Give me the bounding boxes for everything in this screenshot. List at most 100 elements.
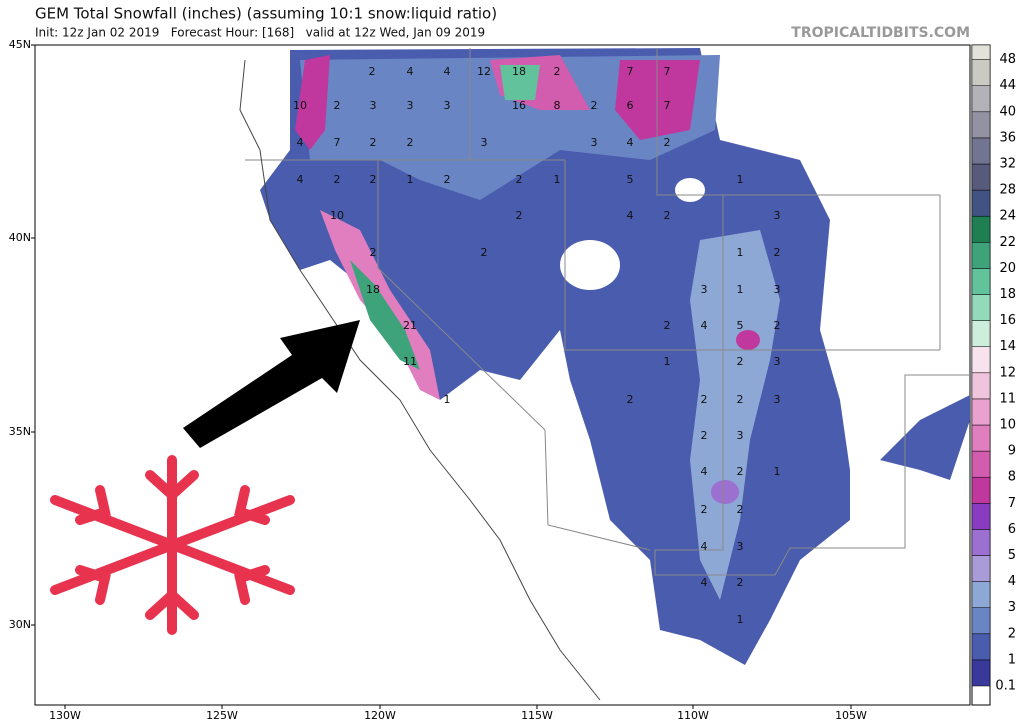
colorbar-segment — [971, 503, 991, 530]
snow-region — [880, 395, 970, 480]
colorbar-label: 28 — [999, 183, 1016, 198]
snow-amount-label: 2 — [774, 246, 781, 259]
snow-amount-label: 21 — [403, 319, 417, 332]
colorbar-label: 40 — [999, 104, 1016, 119]
snow-amount-label: 1 — [737, 246, 744, 259]
snow-amount-label: 2 — [701, 429, 708, 442]
snow-amount-label: 1 — [444, 393, 451, 406]
snow-amount-label: 2 — [664, 209, 671, 222]
snow-gap — [560, 240, 620, 290]
colorbar-segment — [971, 137, 991, 165]
snow-amount-label: 10 — [330, 209, 344, 222]
snow-amount-label: 3 — [481, 136, 488, 149]
snow-amount-label: 1 — [737, 283, 744, 296]
colorbar-label: 5 — [1008, 548, 1016, 563]
colorbar-segment — [971, 450, 991, 478]
map-subtitle: Init: 12z Jan 02 2019 Forecast Hour: [16… — [35, 26, 485, 40]
colorbar: 0.11234567891011121416182022242832364044… — [971, 44, 1016, 706]
snow-amount-label: 2 — [334, 173, 341, 186]
colorbar-label: 11 — [999, 391, 1016, 406]
snow-amount-label: 2 — [516, 209, 523, 222]
colorbar-label: 2 — [1008, 626, 1016, 641]
colorbar-label: 36 — [999, 130, 1016, 145]
snow-region — [500, 65, 540, 100]
colorbar-label: 1 — [1008, 652, 1016, 667]
snow-amount-label: 4 — [407, 65, 414, 78]
snow-amount-label: 2 — [737, 393, 744, 406]
colorbar-label: 24 — [999, 209, 1016, 224]
snow-amount-label: 2 — [627, 393, 634, 406]
snow-amount-label: 2 — [444, 173, 451, 186]
snow-amount-label: 1 — [554, 173, 561, 186]
colorbar-segment — [971, 85, 991, 113]
snow-amount-label: 4 — [701, 576, 708, 589]
snow-amount-label: 5 — [627, 173, 634, 186]
snow-amount-label: 2 — [370, 246, 377, 259]
snow-amount-label: 8 — [554, 99, 561, 112]
snow-amount-label: 7 — [334, 136, 341, 149]
snow-amount-label: 2 — [554, 65, 561, 78]
colorbar-segment — [971, 44, 991, 60]
snow-amount-label: 10 — [293, 99, 307, 112]
snow-amount-label: 2 — [774, 319, 781, 332]
snow-amount-label: 1 — [737, 173, 744, 186]
snow-amount-label: 2 — [737, 465, 744, 478]
lon-label: 105W — [835, 709, 867, 722]
colorbar-label: 4 — [1008, 574, 1016, 589]
snow-amount-label: 3 — [591, 136, 598, 149]
colorbar-label: 10 — [999, 418, 1016, 433]
snow-amount-label: 6 — [627, 99, 634, 112]
colorbar-segment — [971, 476, 991, 504]
snow-amount-label: 2 — [737, 576, 744, 589]
snow-amount-label: 4 — [627, 209, 634, 222]
colorbar-segment — [971, 320, 991, 347]
snow-amount-label: 2 — [664, 136, 671, 149]
snow-amount-label: 1 — [737, 613, 744, 626]
snow-amount-label: 5 — [737, 319, 744, 332]
snow-region — [711, 480, 739, 504]
snow-region — [295, 55, 330, 150]
snow-region — [690, 230, 780, 600]
snow-amount-label: 7 — [627, 65, 634, 78]
lon-label: 125W — [206, 709, 238, 722]
colorbar-label: 0.1 — [995, 679, 1016, 694]
colorbar-segment — [971, 581, 991, 608]
colorbar-segment — [971, 268, 991, 295]
snow-amount-label: 2 — [591, 99, 598, 112]
snow-amount-label: 4 — [701, 465, 708, 478]
snow-amount-label: 7 — [664, 65, 671, 78]
colorbar-label: 12 — [999, 365, 1016, 380]
snow-amount-label: 3 — [737, 540, 744, 553]
snow-amount-label: 7 — [664, 99, 671, 112]
snow-region — [300, 55, 720, 200]
snow-amount-label: 2 — [516, 173, 523, 186]
colorbar-segment — [971, 242, 991, 269]
colorbar-segment — [971, 633, 991, 661]
snow-amount-label: 2 — [737, 355, 744, 368]
colorbar-segment — [971, 424, 991, 452]
lon-label: 115W — [521, 709, 553, 722]
snow-amount-label: 2 — [370, 173, 377, 186]
snow-amount-label: 16 — [512, 99, 526, 112]
snow-region — [350, 260, 420, 370]
colorbar-segment — [971, 529, 991, 556]
snow-amount-label: 3 — [407, 99, 414, 112]
colorbar-label: 14 — [999, 339, 1016, 354]
snow-amount-label: 3 — [737, 429, 744, 442]
colorbar-segment — [971, 111, 991, 139]
snow-amount-label: 3 — [444, 99, 451, 112]
colorbar-segment — [971, 607, 991, 635]
snow-amount-label: 2 — [334, 99, 341, 112]
snow-amount-label: 4 — [297, 173, 304, 186]
snow-amount-label: 1 — [664, 355, 671, 368]
snow-amount-label: 3 — [370, 99, 377, 112]
snow-amount-label: 3 — [774, 209, 781, 222]
snow-gap — [675, 178, 705, 202]
colorbar-segment — [971, 398, 991, 426]
snow-amount-label: 2 — [701, 393, 708, 406]
colorbar-label: 48 — [999, 52, 1016, 67]
lon-label: 110W — [677, 709, 709, 722]
colorbar-label: 20 — [999, 261, 1016, 276]
snow-amount-label: 2 — [701, 503, 708, 516]
